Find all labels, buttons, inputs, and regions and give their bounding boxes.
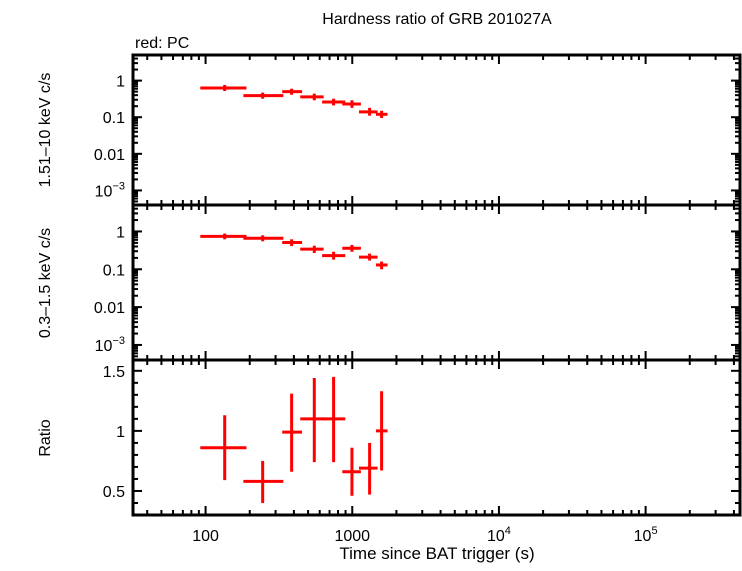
- y-tick-label: 0.1: [103, 262, 125, 279]
- y-tick-label: 10−3: [95, 335, 125, 355]
- y-tick-label: 10−3: [95, 180, 125, 200]
- x-axis-label: Time since BAT trigger (s): [339, 544, 534, 563]
- x-tick-label: 1000: [334, 528, 370, 545]
- chart-title: Hardness ratio of GRB 201027A: [322, 11, 552, 28]
- y-tick-label: 1: [116, 424, 125, 441]
- x-tick-label: 104: [487, 525, 511, 545]
- panel-frame-2: [131, 358, 742, 517]
- y-tick-label: 0.01: [94, 300, 125, 317]
- y-tick-label: 0.1: [103, 110, 125, 127]
- y-tick-label: 1: [116, 224, 125, 241]
- y-axis-label-top: 1.51–10 keV c/s: [37, 73, 54, 188]
- y-tick-label: 0.5: [103, 484, 125, 501]
- panel-frame-1: [131, 203, 742, 362]
- y-axis-label-ratio: Ratio: [37, 419, 54, 456]
- y-tick-label: 0.01: [94, 147, 125, 164]
- y-tick-label: 1.5: [103, 364, 125, 381]
- x-tick-label: 100: [192, 528, 219, 545]
- x-tick-label: 105: [634, 525, 658, 545]
- y-tick-label: 1: [116, 74, 125, 91]
- chart-subtitle: red: PC: [135, 35, 189, 52]
- panel-frame-0: [131, 53, 742, 207]
- y-axis-label-middle: 0.3–1.5 keV c/s: [37, 228, 54, 338]
